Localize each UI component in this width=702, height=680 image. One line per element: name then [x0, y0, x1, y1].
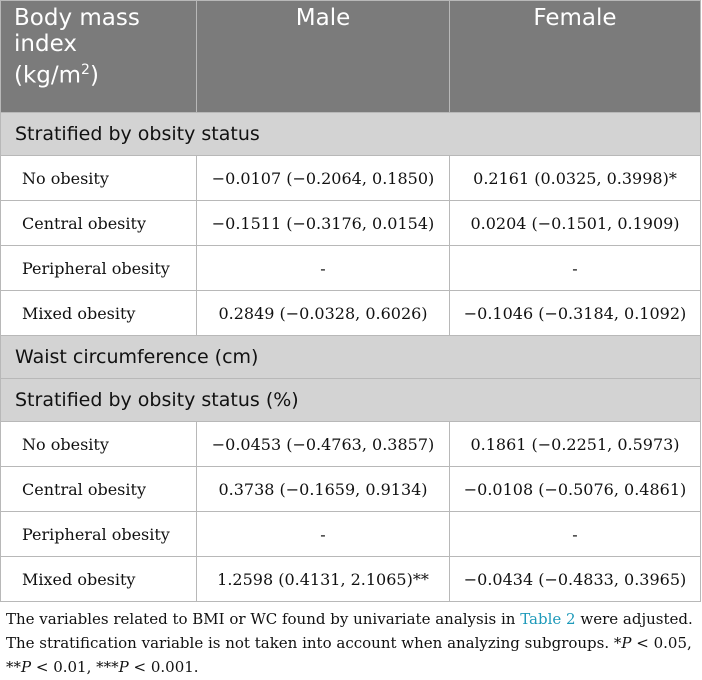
male-value: −0.1511 (−0.3176, 0.0154)	[196, 200, 450, 246]
female-value: 0.2161 (0.0325, 0.3998)*	[449, 155, 701, 201]
section-row: Stratified by obsity status	[0, 112, 701, 156]
header-bmi: Body mass index (kg/m2)	[0, 0, 197, 113]
female-value: 0.1861 (−0.2251, 0.5973)	[449, 421, 701, 467]
table-row: No obesity −0.0107 (−0.2064, 0.1850) 0.2…	[0, 155, 701, 201]
female-value: 0.0204 (−0.1501, 0.1909)	[449, 200, 701, 246]
header-female: Female	[449, 0, 701, 113]
row-label: Central obesity	[0, 200, 197, 246]
table-2-link[interactable]: Table 2	[520, 610, 576, 628]
table-header-row: Body mass index (kg/m2) Male Female	[0, 0, 701, 113]
row-label: Central obesity	[0, 466, 197, 512]
p-symbol: P	[21, 658, 32, 676]
threshold-2: < 0.01, ***	[31, 658, 119, 676]
male-value: 0.3738 (−0.1659, 0.9134)	[196, 466, 450, 512]
header-male: Male	[196, 0, 450, 113]
header-bmi-unit-suffix: )	[89, 62, 99, 89]
header-bmi-line2: index	[14, 31, 77, 57]
section-row: Stratified by obsity status (%)	[0, 378, 701, 422]
stratified-results-table: Body mass index (kg/m2) Male Female Strati…	[0, 0, 701, 602]
p-symbol: P	[621, 634, 632, 652]
row-label: No obesity	[0, 421, 197, 467]
footnote-text-2: were adjusted. The stratification variab…	[6, 610, 693, 652]
male-value: 0.2849 (−0.0328, 0.6026)	[196, 290, 450, 336]
male-value: 1.2598 (0.4131, 2.1065)**	[196, 556, 450, 602]
female-value: -	[449, 245, 701, 291]
female-value: -	[449, 511, 701, 557]
header-bmi-unit-prefix: (kg/m	[14, 62, 82, 89]
table-row: Mixed obesity 1.2598 (0.4131, 2.1065)** …	[0, 556, 701, 602]
row-label: Mixed obesity	[0, 556, 197, 602]
p-symbol: P	[118, 658, 129, 676]
results-table-container: Body mass index (kg/m2) Male Female Strati…	[0, 0, 701, 602]
footnote-text-1: The variables related to BMI or WC found…	[6, 610, 521, 628]
table-row: Peripheral obesity - -	[0, 245, 701, 291]
table-row: Central obesity −0.1511 (−0.3176, 0.0154…	[0, 200, 701, 246]
row-label: Mixed obesity	[0, 290, 197, 336]
female-value: −0.0108 (−0.5076, 0.4861)	[449, 466, 701, 512]
table-row: Central obesity 0.3738 (−0.1659, 0.9134)…	[0, 466, 701, 512]
male-value: -	[196, 511, 450, 557]
threshold-3: < 0.001.	[128, 658, 199, 676]
header-bmi-line1: Body mass	[14, 5, 140, 31]
table-row: Peripheral obesity - -	[0, 511, 701, 557]
threshold-1: < 0.05, **	[6, 634, 692, 676]
female-value: −0.1046 (−0.3184, 0.1092)	[449, 290, 701, 336]
male-value: −0.0453 (−0.4763, 0.3857)	[196, 421, 450, 467]
table-row: Mixed obesity 0.2849 (−0.0328, 0.6026) −…	[0, 290, 701, 336]
row-label: No obesity	[0, 155, 197, 201]
header-bmi-unit-sup: 2	[81, 62, 90, 78]
row-label: Peripheral obesity	[0, 511, 197, 557]
male-value: -	[196, 245, 450, 291]
table-row: No obesity −0.0453 (−0.4763, 0.3857) 0.1…	[0, 421, 701, 467]
section-waist-circumference: Waist circumference (cm)	[0, 335, 701, 379]
section-row: Waist circumference (cm)	[0, 335, 701, 379]
male-value: −0.0107 (−0.2064, 0.1850)	[196, 155, 450, 201]
section-wc-stratified: Stratified by obsity status (%)	[0, 378, 701, 422]
female-value: −0.0434 (−0.4833, 0.3965)	[449, 556, 701, 602]
row-label: Peripheral obesity	[0, 245, 197, 291]
section-bmi-stratified: Stratified by obsity status	[0, 112, 701, 156]
table-footnote: The variables related to BMI or WC found…	[6, 607, 696, 679]
